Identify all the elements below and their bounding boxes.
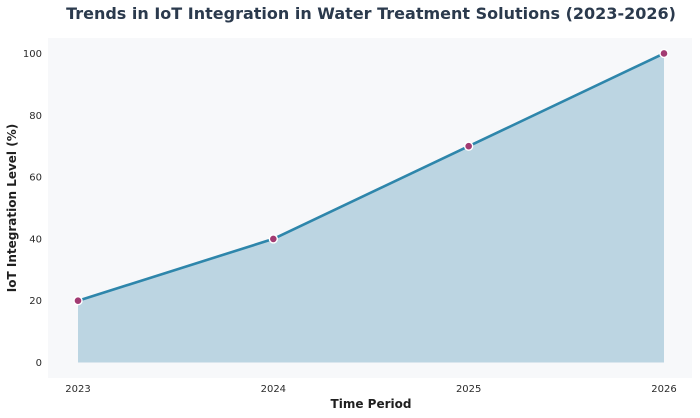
x-tick-labels: 2023 2024 2025 2026	[65, 384, 676, 395]
y-tick-labels: 0 20 40 60 80 100	[23, 49, 42, 369]
y-tick-0: 0	[36, 358, 42, 369]
series-line	[77, 52, 665, 302]
data-point-2026	[659, 48, 669, 59]
data-markers	[73, 48, 669, 306]
chart-title: Trends in IoT Integration in Water Treat…	[66, 4, 676, 23]
y-axis-label: IoT Integration Level (%)	[5, 124, 19, 292]
x-tick-2026: 2026	[651, 384, 676, 395]
y-tick-80: 80	[29, 111, 42, 122]
y-tick-40: 40	[29, 234, 42, 245]
x-axis-label: Time Period	[331, 397, 412, 411]
data-point-2025	[463, 141, 474, 151]
x-tick-2023: 2023	[65, 384, 90, 395]
x-tick-2024: 2024	[261, 384, 286, 395]
data-point-2023	[73, 296, 83, 306]
y-tick-60: 60	[29, 173, 42, 184]
y-tick-100: 100	[23, 49, 42, 60]
area-fill	[78, 53, 664, 363]
data-point-2024	[268, 234, 279, 244]
x-tick-2025: 2025	[456, 384, 481, 395]
y-tick-20: 20	[29, 296, 42, 307]
